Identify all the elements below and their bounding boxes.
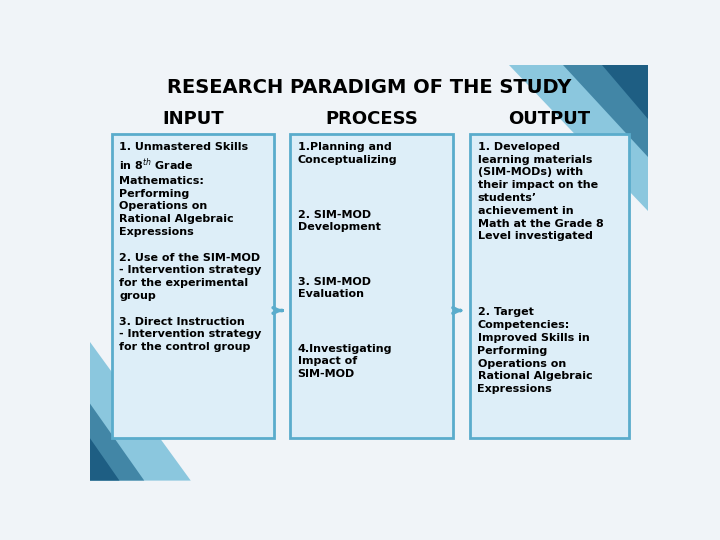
Text: 1. Developed
learning materials
(SIM-MODs) with
their impact on the
students’
ac: 1. Developed learning materials (SIM-MOD… xyxy=(477,142,603,241)
FancyBboxPatch shape xyxy=(469,134,629,438)
Polygon shape xyxy=(508,65,648,211)
Text: 2. SIM-MOD
Development: 2. SIM-MOD Development xyxy=(297,210,381,232)
FancyBboxPatch shape xyxy=(290,134,453,438)
Text: 3. SIM-MOD
Evaluation: 3. SIM-MOD Evaluation xyxy=(297,276,371,299)
Text: 1.Planning and
Conceptualizing: 1.Planning and Conceptualizing xyxy=(297,142,397,165)
Text: 4.Investigating
Impact of
SIM-MOD: 4.Investigating Impact of SIM-MOD xyxy=(297,343,392,379)
Text: INPUT: INPUT xyxy=(162,110,224,127)
Polygon shape xyxy=(563,65,648,157)
Text: PROCESS: PROCESS xyxy=(325,110,418,127)
Text: RESEARCH PARADIGM OF THE STUDY: RESEARCH PARADIGM OF THE STUDY xyxy=(167,78,571,97)
Polygon shape xyxy=(90,342,191,481)
Text: 1. Unmastered Skills
in 8$^{th}$ Grade
Mathematics:
Performing
Operations on
Rat: 1. Unmastered Skills in 8$^{th}$ Grade M… xyxy=(120,142,262,352)
Text: OUTPUT: OUTPUT xyxy=(508,110,590,127)
Polygon shape xyxy=(90,403,144,481)
Text: 2. Target
Competencies:
Improved Skills in
Performing
Operations on
Rational Alg: 2. Target Competencies: Improved Skills … xyxy=(477,307,592,394)
Polygon shape xyxy=(90,438,120,481)
FancyBboxPatch shape xyxy=(112,134,274,438)
Polygon shape xyxy=(601,65,648,119)
